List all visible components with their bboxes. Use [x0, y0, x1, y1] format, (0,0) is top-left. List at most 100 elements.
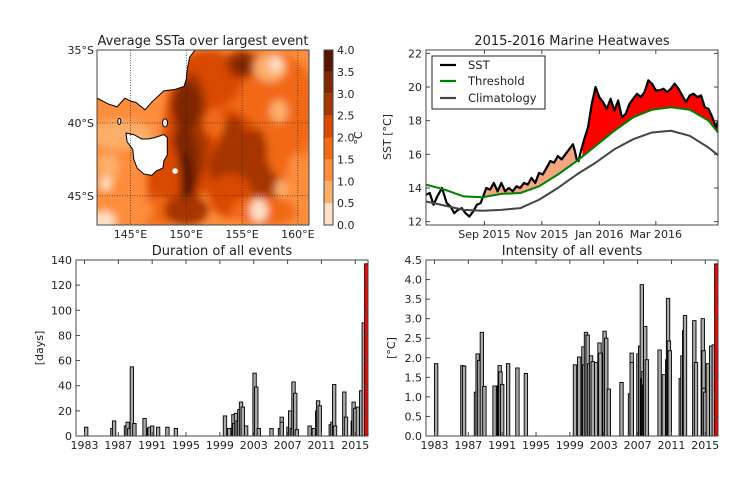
bar-event [294, 429, 300, 437]
x-tick-label: 2015 [341, 439, 369, 452]
x-tick-label: Nov 2015 [515, 228, 568, 241]
y-tick-label: 1.5 [405, 371, 423, 384]
colorbar-tick-label: 2.5 [337, 110, 355, 123]
y-tick-label: 2.5 [405, 332, 423, 345]
y-tick-label: 20 [408, 81, 422, 94]
map-panel: Average SSTa over largest event 145°E 150… [68, 34, 365, 241]
anomaly-contour [249, 198, 268, 223]
sst-anomaly-field [97, 50, 309, 225]
intensity-title: Intensity of all events [502, 244, 643, 259]
colorbar-segment [324, 137, 333, 160]
map-y-tick-label: 40°S [68, 117, 94, 130]
bar-event [500, 383, 505, 437]
x-tick-label: 1999 [206, 439, 234, 452]
bar-event [132, 422, 137, 437]
bar-event [332, 425, 338, 437]
bar-event [84, 426, 89, 437]
y-tick-label: 0.5 [405, 410, 423, 423]
bar-event [505, 363, 511, 437]
x-tick-label: 1991 [488, 439, 516, 452]
colorbar-tick-label: 3.0 [337, 88, 355, 101]
y-tick-label: 0.0 [405, 430, 423, 443]
heatwave-fill-largest-event [582, 80, 718, 157]
legend: SST Threshold Climatology [431, 55, 546, 110]
x-tick-label: Jan 2016 [574, 228, 623, 241]
map-y-tick-label: 45°S [68, 190, 94, 203]
colorbar-label: °C [352, 131, 365, 145]
y-tick-label: 40 [58, 380, 72, 393]
y-tick-label: 60 [58, 355, 72, 368]
duration-frame [75, 259, 369, 437]
bar-event [279, 421, 284, 437]
legend-label-threshold: Threshold [467, 74, 525, 88]
bar-event [256, 428, 261, 437]
bar-event [629, 362, 634, 437]
colorbar-frame [323, 49, 334, 226]
x-tick-label: Mar 2016 [630, 228, 682, 241]
x-tick-label: 2007 [624, 439, 652, 452]
colorbar: 0.0 0.5 1.0 1.5 2.0 2.5 3.0 3.5 4.0 [323, 44, 355, 232]
map-x-tick-label: 160°E [281, 228, 314, 241]
bar-event [142, 417, 147, 437]
x-tick-label: 2011 [657, 439, 685, 452]
duration-panel: Duration of all events 0 20 40 60 80 100 120 14… [33, 244, 369, 452]
legend-label-climatology: Climatology [468, 91, 537, 105]
bar-event [317, 405, 322, 437]
x-tick-label: 1995 [172, 439, 200, 452]
bar-event [644, 359, 650, 437]
x-tick-label: 1987 [454, 439, 482, 452]
bar-event [240, 406, 245, 437]
x-tick-label: 1987 [104, 439, 132, 452]
series-line-threshold [426, 106, 718, 199]
colorbar-tick-label: 2.0 [337, 132, 355, 145]
colorbar-tick-label: 4.0 [337, 44, 355, 57]
anomaly-contour [221, 115, 245, 160]
y-tick-label: 12 [408, 216, 422, 229]
map-y-tick-label: 35°S [68, 44, 94, 57]
x-tick-label: 2007 [274, 439, 302, 452]
bar-event [311, 428, 316, 437]
bar-event [269, 428, 274, 437]
site-marker [172, 168, 178, 174]
x-tick-label: 1995 [522, 439, 550, 452]
x-tick-label: 1983 [420, 439, 448, 452]
bar-event [619, 381, 624, 437]
bar-event [482, 385, 487, 437]
colorbar-segment [324, 115, 333, 138]
y-tick-label: 3.5 [405, 293, 423, 306]
y-tick-label: 80 [58, 329, 72, 342]
colorbar-segment [324, 203, 333, 225]
y-tick-label: 0 [65, 430, 72, 443]
anomaly-contour [99, 176, 113, 192]
legend-label-sst: SST [468, 58, 491, 72]
intensity-bars [434, 263, 719, 437]
bar-event [227, 428, 232, 437]
colorbar-tick-label: 1.0 [337, 175, 355, 188]
bar-event [682, 315, 688, 437]
land-mainland-australia [97, 50, 196, 111]
y-tick-label: 120 [51, 279, 72, 292]
map-x-tick-label: 145°E [114, 228, 147, 241]
intensity-frame [425, 259, 719, 437]
anomaly-contour [238, 134, 268, 164]
y-tick-label: 100 [51, 304, 72, 317]
map-y-ticks: 35°S 40°S 45°S [68, 44, 94, 203]
colorbar-segment [324, 93, 333, 116]
x-tick-label: 1983 [70, 439, 98, 452]
bar-event [434, 363, 439, 437]
bar-event [173, 428, 179, 437]
land-king-island [117, 117, 122, 125]
anomaly-contour [97, 152, 120, 182]
anomaly-contour [268, 57, 283, 72]
intensity-ticks: 0.0 0.5 1.0 1.5 2.0 2.5 3.0 3.5 4.0 4.5 1983 1987 19… [405, 254, 720, 452]
bar-event [155, 426, 161, 437]
bar-event [165, 426, 170, 437]
bar-event [343, 416, 349, 437]
bar-event [515, 367, 520, 437]
x-tick-label: 1991 [138, 439, 166, 452]
colorbar-segment [324, 181, 333, 204]
colorbar-segment [324, 50, 333, 72]
y-tick-label: 14 [408, 182, 422, 195]
bar-event [111, 420, 117, 437]
